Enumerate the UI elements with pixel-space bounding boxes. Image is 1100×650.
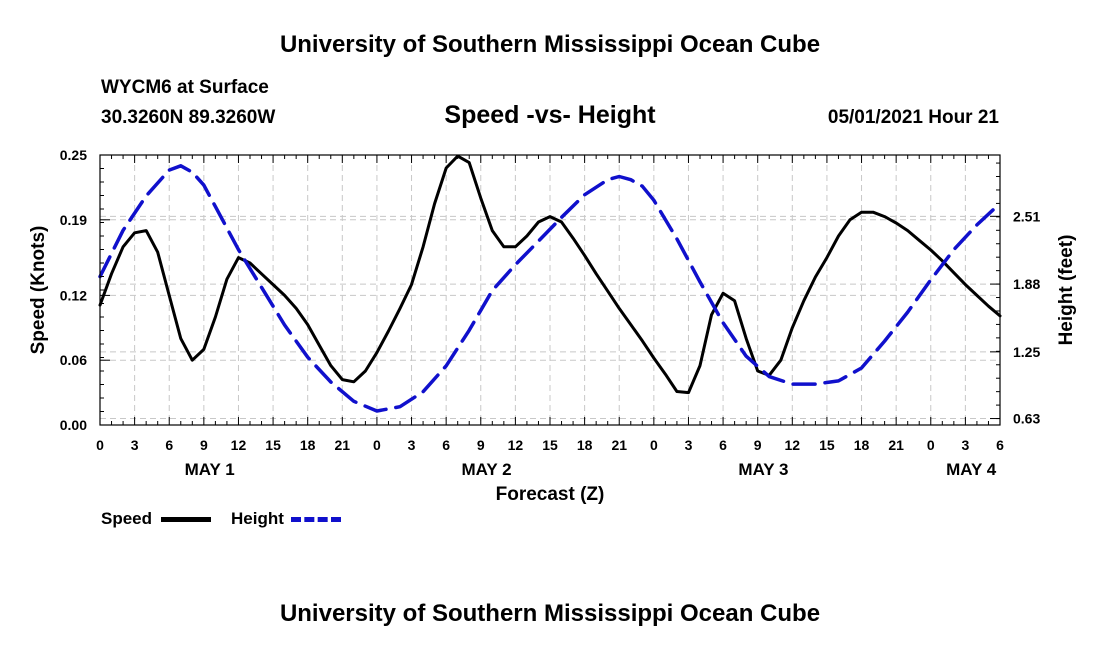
speed-series-line [98, 154, 1002, 395]
day-label: MAY 1 [185, 460, 235, 479]
grid-lines [100, 155, 1000, 425]
y-tick-label: 0.06 [60, 352, 87, 368]
x-tick-label: 21 [888, 437, 904, 453]
legend-speed-label: Speed [101, 509, 153, 528]
y-tick-label: 0.12 [60, 287, 87, 303]
day-label: MAY 2 [461, 460, 511, 479]
legend-height-label: Height [231, 509, 284, 528]
station-label: WYCM6 at Surface [101, 77, 269, 98]
x-tick-label: 6 [442, 437, 450, 453]
day-label: MAY 3 [738, 460, 788, 479]
y2-axis-label: Height (feet) [1056, 235, 1077, 346]
x-tick-label: 18 [854, 437, 870, 453]
x-tick-label: 9 [477, 437, 485, 453]
x-tick-label: 21 [611, 437, 627, 453]
x-tick-label: 3 [408, 437, 416, 453]
x-tick-label: 6 [719, 437, 727, 453]
x-tick-label: 21 [335, 437, 351, 453]
y2-tick-label: 1.25 [1013, 344, 1040, 360]
x-tick-label: 15 [542, 437, 558, 453]
x-tick-label: 0 [927, 437, 935, 453]
x-tick-label: 18 [577, 437, 593, 453]
x-tick-label: 0 [650, 437, 658, 453]
y2-tick-label: 2.51 [1013, 208, 1040, 224]
day-label: MAY 4 [946, 460, 997, 479]
x-tick-label: 6 [165, 437, 173, 453]
y2-tick-label: 0.63 [1013, 411, 1040, 427]
x-tick-label: 9 [200, 437, 208, 453]
x-tick-label: 9 [754, 437, 762, 453]
y2-tick-label: 1.88 [1013, 276, 1040, 292]
x-tick-label: 6 [996, 437, 1004, 453]
x-axis-label: Forecast (Z) [496, 484, 605, 505]
x-tick-label: 12 [231, 437, 247, 453]
bottom-title: University of Southern Mississippi Ocean… [279, 600, 821, 627]
x-tick-label: 18 [300, 437, 316, 453]
axis-labels: Forecast (Z) Speed (Knots) Height (feet)… [28, 147, 1077, 505]
x-tick-label: 15 [819, 437, 835, 453]
chart-title: Speed -vs- Height [444, 101, 656, 129]
x-tick-label: 12 [785, 437, 801, 453]
x-tick-label: 3 [961, 437, 969, 453]
forecast-date: 05/01/2021 Hour 21 [827, 107, 999, 128]
y-tick-label: 0.00 [60, 417, 87, 433]
y-tick-label: 0.19 [60, 212, 87, 228]
top-title: University of Southern Mississippi Ocean… [279, 31, 821, 58]
x-tick-label: 0 [96, 437, 104, 453]
legend-speed-swatch [161, 517, 211, 522]
legend-height-swatch [291, 517, 341, 522]
plot-frame [99, 154, 1001, 426]
x-tick-label: 3 [131, 437, 139, 453]
x-tick-label: 15 [265, 437, 281, 453]
y-axis-label: Speed (Knots) [28, 226, 49, 355]
series-layer [98, 154, 1002, 413]
y-tick-label: 0.25 [60, 147, 87, 163]
x-tick-label: 0 [373, 437, 381, 453]
coordinates-label: 30.3260N 89.3260W [101, 107, 276, 128]
x-tick-label: 12 [508, 437, 524, 453]
height-series-line [98, 164, 1002, 413]
x-tick-label: 3 [685, 437, 693, 453]
